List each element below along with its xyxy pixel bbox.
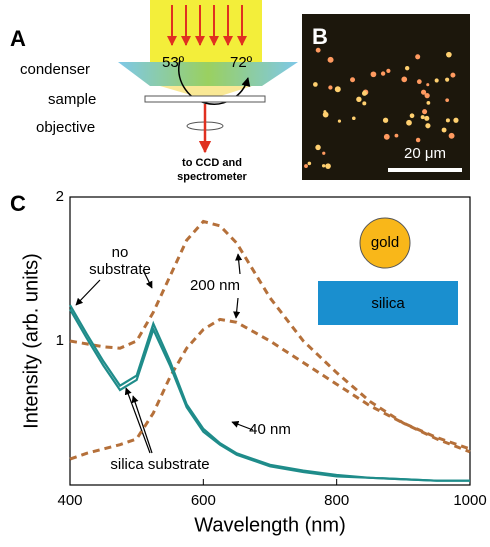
particle [445, 118, 450, 123]
condenser-lens [118, 62, 298, 86]
particle [415, 54, 421, 60]
angle-arc [178, 59, 251, 105]
particle [337, 119, 342, 123]
x-axis-label: Wavelength (nm) [194, 514, 346, 536]
panel-c: C gold silica no substrate silica substr… [10, 191, 471, 536]
particle [383, 133, 390, 140]
panel-letter: B [312, 24, 328, 49]
x-tick-label: 1000 [453, 492, 486, 509]
particle [446, 51, 452, 58]
particle [445, 77, 450, 82]
series-line [69, 304, 470, 482]
annotation: substrate [89, 261, 151, 278]
particle [328, 85, 333, 90]
panel-letter: C [10, 191, 26, 216]
y-tick-label: 2 [56, 188, 64, 205]
particle [394, 133, 399, 138]
particle [350, 77, 356, 83]
particle [426, 100, 431, 105]
label: objective [36, 119, 95, 136]
micrograph [302, 14, 470, 180]
particle [362, 101, 367, 106]
x-tick-label: 600 [191, 492, 216, 509]
particle [370, 71, 377, 78]
x-tick-label: 800 [324, 492, 349, 509]
inset-label: silica [371, 295, 405, 312]
particle [404, 65, 410, 71]
output-label: spectrometer [177, 171, 247, 183]
gold-particle [359, 217, 411, 269]
silica-block [318, 281, 458, 325]
sample-slide [144, 95, 266, 103]
inset-label: gold [371, 234, 399, 251]
label: condenser [20, 61, 90, 78]
particle [422, 109, 428, 115]
panel-a: A condenser sample objective 53º 72º to … [10, 0, 298, 183]
annotation: no [112, 244, 129, 261]
particle [327, 56, 334, 63]
particle [304, 164, 308, 168]
particle [334, 86, 341, 93]
particle [386, 68, 391, 73]
particle [315, 47, 321, 53]
light-arrows [167, 5, 247, 46]
label: sample [48, 91, 96, 108]
series-line [69, 308, 470, 482]
particle [424, 93, 430, 99]
particle [416, 79, 422, 85]
particle [420, 115, 425, 120]
particle [321, 164, 326, 168]
particle [409, 113, 415, 119]
particle [325, 163, 331, 169]
particle [356, 96, 362, 103]
particle [453, 117, 459, 123]
y-axis-label: Intensity (arb. units) [20, 253, 42, 429]
particle [315, 144, 321, 151]
particle [382, 117, 389, 123]
x-tick-label: 400 [57, 492, 82, 509]
scale-label: 20 μm [404, 145, 446, 162]
particle [380, 71, 386, 76]
particle [307, 161, 312, 166]
series-line [69, 219, 471, 454]
particle [361, 90, 367, 96]
particle [434, 78, 439, 83]
y-tick-label: 1 [56, 332, 64, 349]
light-cone [160, 86, 252, 100]
annotation: 40 nm [249, 421, 291, 438]
particle [313, 82, 318, 87]
particle [425, 123, 431, 129]
particle [420, 89, 427, 95]
series-line [69, 317, 471, 461]
particle [424, 115, 430, 121]
angle-label: 53º [162, 54, 185, 71]
particle [450, 72, 456, 78]
particle [415, 137, 421, 143]
annotation-arrows [75, 253, 254, 454]
output-label: to CCD and [182, 157, 242, 169]
annotation: 200 nm [190, 277, 240, 294]
particle [322, 151, 326, 155]
particle [323, 110, 327, 114]
panel-letter: A [10, 26, 26, 51]
light-beam [150, 0, 262, 62]
panel-b: B 20 μm [302, 14, 470, 180]
particle [441, 127, 447, 133]
angle-label: 72º [230, 54, 253, 71]
annotation: silica substrate [110, 456, 209, 473]
particle [406, 119, 412, 126]
particle [448, 132, 455, 139]
particle [401, 76, 408, 83]
particle [445, 98, 450, 103]
particle [352, 116, 356, 121]
particle [426, 83, 430, 87]
particle [322, 111, 329, 118]
